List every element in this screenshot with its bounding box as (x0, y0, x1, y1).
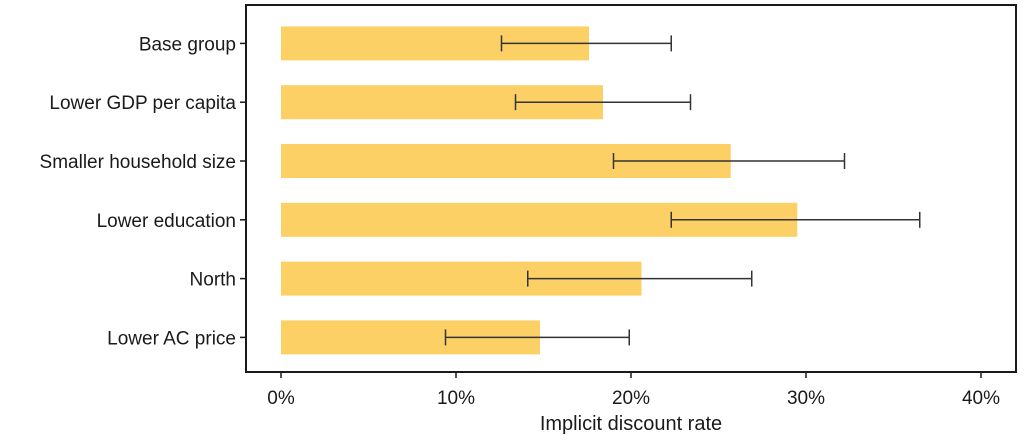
y-tick-label: Base group (139, 34, 236, 55)
x-tick-label: 30% (787, 388, 825, 409)
y-axis: Base group Lower GDP per capita Smaller ho… (40, 34, 246, 349)
bars (281, 26, 798, 355)
y-tick-label: Smaller household size (40, 152, 236, 173)
x-tick-label: 40% (962, 388, 1000, 409)
x-tick-label: 10% (437, 388, 475, 409)
x-tick-label: 20% (612, 388, 650, 409)
x-tick-label: 0% (267, 388, 295, 409)
x-axis: 0% 10% 20% 30% 40% (267, 372, 1000, 409)
y-tick-label: Lower AC price (107, 328, 236, 349)
y-tick-label: Lower education (97, 211, 236, 232)
y-tick-label: North (190, 270, 236, 291)
error-bars (444, 35, 921, 346)
x-axis-title: Implicit discount rate (540, 413, 722, 435)
y-tick-label: Lower GDP per capita (49, 93, 236, 114)
